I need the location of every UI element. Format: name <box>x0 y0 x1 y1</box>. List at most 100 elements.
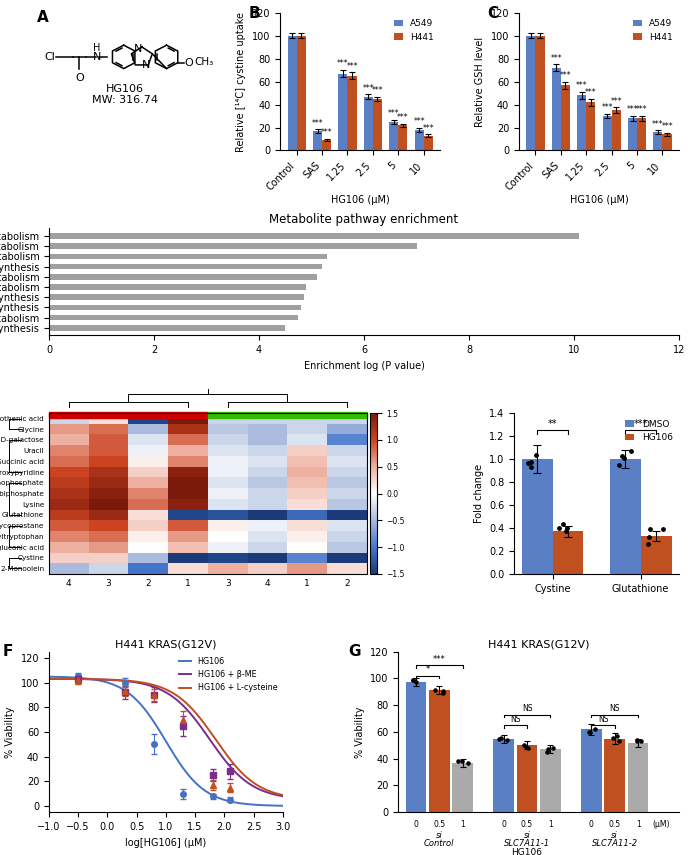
Bar <box>522 459 552 574</box>
Point <box>631 733 643 746</box>
Text: ***: *** <box>601 103 613 112</box>
Point <box>522 456 533 469</box>
Bar <box>424 136 433 150</box>
Point <box>407 673 419 687</box>
Point <box>502 734 513 747</box>
Bar <box>364 97 373 150</box>
Bar <box>322 140 331 150</box>
HG106 + β-ME <box>279 791 287 801</box>
Legend: DMSO, HG106: DMSO, HG106 <box>624 418 675 444</box>
Bar <box>49 315 298 321</box>
Bar <box>452 763 473 812</box>
HG106 + L-cysteine <box>241 771 250 781</box>
Bar <box>581 729 601 812</box>
Text: MW: 316.74: MW: 316.74 <box>92 95 158 104</box>
Point <box>643 538 654 551</box>
Text: **: ** <box>548 419 557 429</box>
Point <box>631 734 643 748</box>
Point <box>548 741 559 755</box>
Text: SLC7A11-2: SLC7A11-2 <box>592 839 638 848</box>
HG106 + β-ME <box>46 674 54 684</box>
Text: 0: 0 <box>501 820 506 829</box>
Text: HG106 (μM): HG106 (μM) <box>570 195 629 204</box>
Text: ***: *** <box>652 120 664 129</box>
Bar <box>313 131 322 150</box>
Point <box>616 449 627 463</box>
Text: 1: 1 <box>461 820 465 829</box>
Bar <box>49 233 580 239</box>
HG106 <box>45 671 53 681</box>
Bar <box>610 459 641 574</box>
Bar <box>540 749 561 812</box>
Point <box>520 740 531 754</box>
Text: SLC7A11-1: SLC7A11-1 <box>504 839 550 848</box>
Point <box>496 732 507 746</box>
Point <box>407 674 419 687</box>
Point <box>519 739 530 752</box>
Bar <box>414 130 424 150</box>
Title: Metabolite pathway enrichment: Metabolite pathway enrichment <box>270 213 458 226</box>
HG106 <box>279 800 287 811</box>
Title: H441 KRAS(G12V): H441 KRAS(G12V) <box>488 640 589 650</box>
HG106 <box>46 671 54 681</box>
Point <box>643 531 655 545</box>
Y-axis label: Fold change: Fold change <box>474 464 484 523</box>
Text: B: B <box>248 6 260 21</box>
Text: ***: *** <box>585 88 596 97</box>
Text: O: O <box>185 58 193 68</box>
Bar <box>653 133 662 150</box>
Text: ***: *** <box>346 62 358 71</box>
Bar <box>89 411 129 418</box>
Bar <box>49 284 307 290</box>
Point <box>437 687 448 700</box>
Text: ***: *** <box>337 60 349 68</box>
Bar <box>347 76 356 150</box>
Text: N: N <box>141 60 150 70</box>
Point <box>456 755 468 769</box>
Text: 0.5: 0.5 <box>433 820 445 829</box>
Bar <box>398 125 407 150</box>
Point <box>607 732 618 746</box>
Point <box>453 754 464 768</box>
Bar <box>338 74 347 150</box>
Point <box>584 725 596 739</box>
Text: ***: *** <box>626 105 638 115</box>
Bar <box>526 36 536 150</box>
Legend: A549, H441: A549, H441 <box>631 17 675 44</box>
Title: H441 KRAS(G12V): H441 KRAS(G12V) <box>115 640 216 650</box>
Point <box>589 722 601 735</box>
Bar <box>577 96 587 150</box>
HG106 + L-cysteine <box>257 782 265 793</box>
Point <box>554 522 565 535</box>
Point <box>557 517 568 531</box>
HG106 + L-cysteine <box>184 699 192 710</box>
HG106 + β-ME <box>183 705 192 715</box>
Text: ***: *** <box>576 81 587 91</box>
HG106 <box>257 800 265 811</box>
Bar <box>604 739 625 812</box>
Text: si: si <box>436 831 443 840</box>
Text: ***: *** <box>388 109 400 118</box>
Bar <box>49 325 286 331</box>
Bar <box>168 411 208 418</box>
Text: *: * <box>426 665 430 675</box>
Point <box>542 745 553 758</box>
Bar <box>536 36 545 150</box>
Text: ***: *** <box>662 122 673 131</box>
Bar <box>406 682 426 812</box>
Bar <box>49 294 304 300</box>
Bar <box>297 36 306 150</box>
Text: ***: *** <box>610 97 622 106</box>
Bar <box>49 411 89 418</box>
Y-axis label: Relative [¹⁴C] cystine uptake: Relative [¹⁴C] cystine uptake <box>237 12 246 151</box>
Bar <box>49 304 301 310</box>
Bar <box>129 411 168 418</box>
Text: 1: 1 <box>636 820 640 829</box>
Text: NS: NS <box>610 705 620 713</box>
Point <box>645 522 656 536</box>
Bar <box>288 411 327 418</box>
Text: ***: *** <box>397 113 409 121</box>
Bar <box>603 116 612 150</box>
Text: ***: *** <box>550 54 562 62</box>
Point <box>494 733 505 746</box>
